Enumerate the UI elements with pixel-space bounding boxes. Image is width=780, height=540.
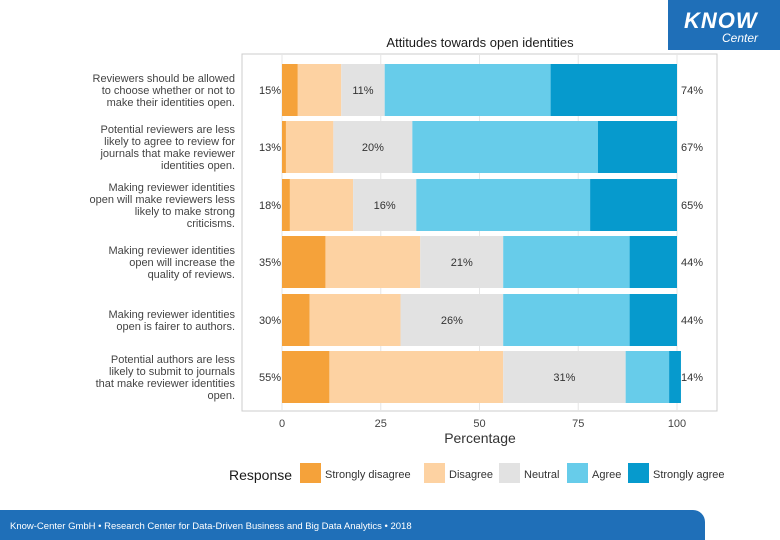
bar-segment-agree [503, 236, 630, 288]
bar-segment-strongly-disagree [282, 121, 286, 173]
logo-word-know: KNOW [684, 8, 758, 33]
bar-segment-strongly-disagree [282, 64, 298, 116]
neutral-percent-label: 11% [352, 85, 373, 97]
bar-segment-strongly-agree [669, 351, 681, 403]
x-axis-ticks: 0 25 50 75 100 [279, 418, 686, 430]
right-percent-label: 14% [681, 372, 703, 384]
x-tick-label: 50 [473, 418, 485, 430]
left-percent-label: 55% [259, 372, 281, 384]
bar-segment-strongly-agree [629, 236, 677, 288]
percent-labels: 15% 11% 74% 13% 20% 67% 18% 16% 65% 35% 21% 44% 30% 2… [259, 85, 703, 384]
footer-bar: Know-Center GmbH • Research Center for D… [0, 510, 705, 540]
legend-label: Neutral [524, 469, 559, 481]
category-label-line: open is fairer to authors. [116, 321, 235, 333]
legend-label: Strongly agree [653, 469, 725, 481]
bar-segment-agree [412, 121, 598, 173]
bar-segment-neutral [341, 64, 385, 116]
bar-segment-neutral [420, 236, 504, 288]
bar-segment-neutral [353, 179, 417, 231]
left-percent-label: 35% [259, 257, 281, 269]
category-label-line: make their identities open. [107, 97, 235, 109]
left-percent-label: 15% [259, 85, 281, 97]
category-label-line: likely to agree to review for [104, 136, 235, 148]
right-percent-label: 44% [681, 315, 703, 327]
category-label-line: Reviewers should be allowed [93, 73, 235, 85]
chart-title: Attitudes towards open identities [386, 35, 574, 50]
bar-segment-agree [503, 294, 630, 346]
bar-segment-agree [625, 351, 670, 403]
category-label-line: Potential reviewers are less [100, 124, 235, 136]
right-percent-label: 67% [681, 142, 703, 154]
x-axis-label: Percentage [444, 430, 516, 446]
category-label-line: Making reviewer identities [108, 309, 235, 321]
neutral-percent-label: 16% [374, 200, 396, 212]
bar-segment-strongly-agree [629, 294, 677, 346]
category-label-line: open. [207, 390, 235, 402]
legend-swatch-neutral [499, 463, 520, 483]
bar-segment-disagree [329, 351, 504, 403]
bar-segment-strongly-disagree [282, 351, 330, 403]
footer-text: Know-Center GmbH • Research Center for D… [10, 521, 412, 532]
bar-segment-disagree [309, 294, 401, 346]
legend-swatch-strongly-disagree [300, 463, 321, 483]
right-percent-label: 44% [681, 257, 703, 269]
category-label-line: Potential authors are less [111, 354, 236, 366]
bar-segment-strongly-disagree [282, 294, 310, 346]
know-center-logo: KNOW Center [668, 0, 780, 50]
bar-segment-neutral [400, 294, 504, 346]
bar-segment-disagree [297, 64, 342, 116]
category-label-line: to choose whether or not to [102, 85, 235, 97]
category-label-line: likely to submit to journals [109, 366, 235, 378]
left-percent-label: 18% [259, 200, 281, 212]
bar-segment-strongly-agree [550, 64, 677, 116]
bar-segment-disagree [285, 121, 334, 173]
legend-swatch-disagree [424, 463, 445, 483]
neutral-percent-label: 21% [451, 257, 473, 269]
bar-segment-agree [384, 64, 551, 116]
legend-swatch-agree [567, 463, 588, 483]
right-percent-label: 65% [681, 200, 703, 212]
x-tick-label: 0 [279, 418, 285, 430]
bar-segment-strongly-disagree [282, 179, 290, 231]
neutral-percent-label: 20% [362, 142, 384, 154]
neutral-percent-label: 31% [553, 372, 575, 384]
legend-label: Disagree [449, 469, 493, 481]
x-tick-label: 100 [668, 418, 686, 430]
category-label-line: Making reviewer identities [108, 245, 235, 257]
category-label-line: journals that make reviewer [99, 148, 235, 160]
bar-segment-neutral [333, 121, 413, 173]
bar-segment-strongly-disagree [282, 236, 326, 288]
category-label-line: that make reviewer identities [96, 378, 236, 390]
legend-label: Agree [592, 469, 621, 481]
left-percent-label: 13% [259, 142, 281, 154]
right-percent-label: 74% [681, 85, 703, 97]
category-label-line: likely to make strong [135, 206, 235, 218]
legend-label: Strongly disagree [325, 469, 411, 481]
legend: Response Strongly disagree Disagree Neutra… [229, 463, 725, 483]
category-label-line: open will make reviewers less [90, 194, 236, 206]
category-label-line: Making reviewer identities [108, 182, 235, 194]
legend-title: Response [229, 467, 292, 483]
left-percent-label: 30% [259, 315, 281, 327]
category-label-line: criticisms. [187, 218, 235, 230]
neutral-percent-label: 26% [441, 315, 463, 327]
bar-segment-agree [416, 179, 591, 231]
logo-word-center: Center [722, 31, 759, 45]
bar-segment-strongly-agree [590, 179, 677, 231]
x-tick-label: 25 [375, 418, 387, 430]
category-label-line: open will increase the [129, 257, 235, 269]
category-label-line: identities open. [161, 160, 235, 172]
bar-segment-disagree [289, 179, 354, 231]
bar-segments [282, 64, 681, 403]
x-tick-label: 75 [572, 418, 584, 430]
bar-segment-disagree [325, 236, 421, 288]
category-label-line: quality of reviews. [148, 269, 235, 281]
bar-segment-neutral [503, 351, 626, 403]
legend-swatch-strongly-agree [628, 463, 649, 483]
bar-segment-strongly-agree [598, 121, 677, 173]
